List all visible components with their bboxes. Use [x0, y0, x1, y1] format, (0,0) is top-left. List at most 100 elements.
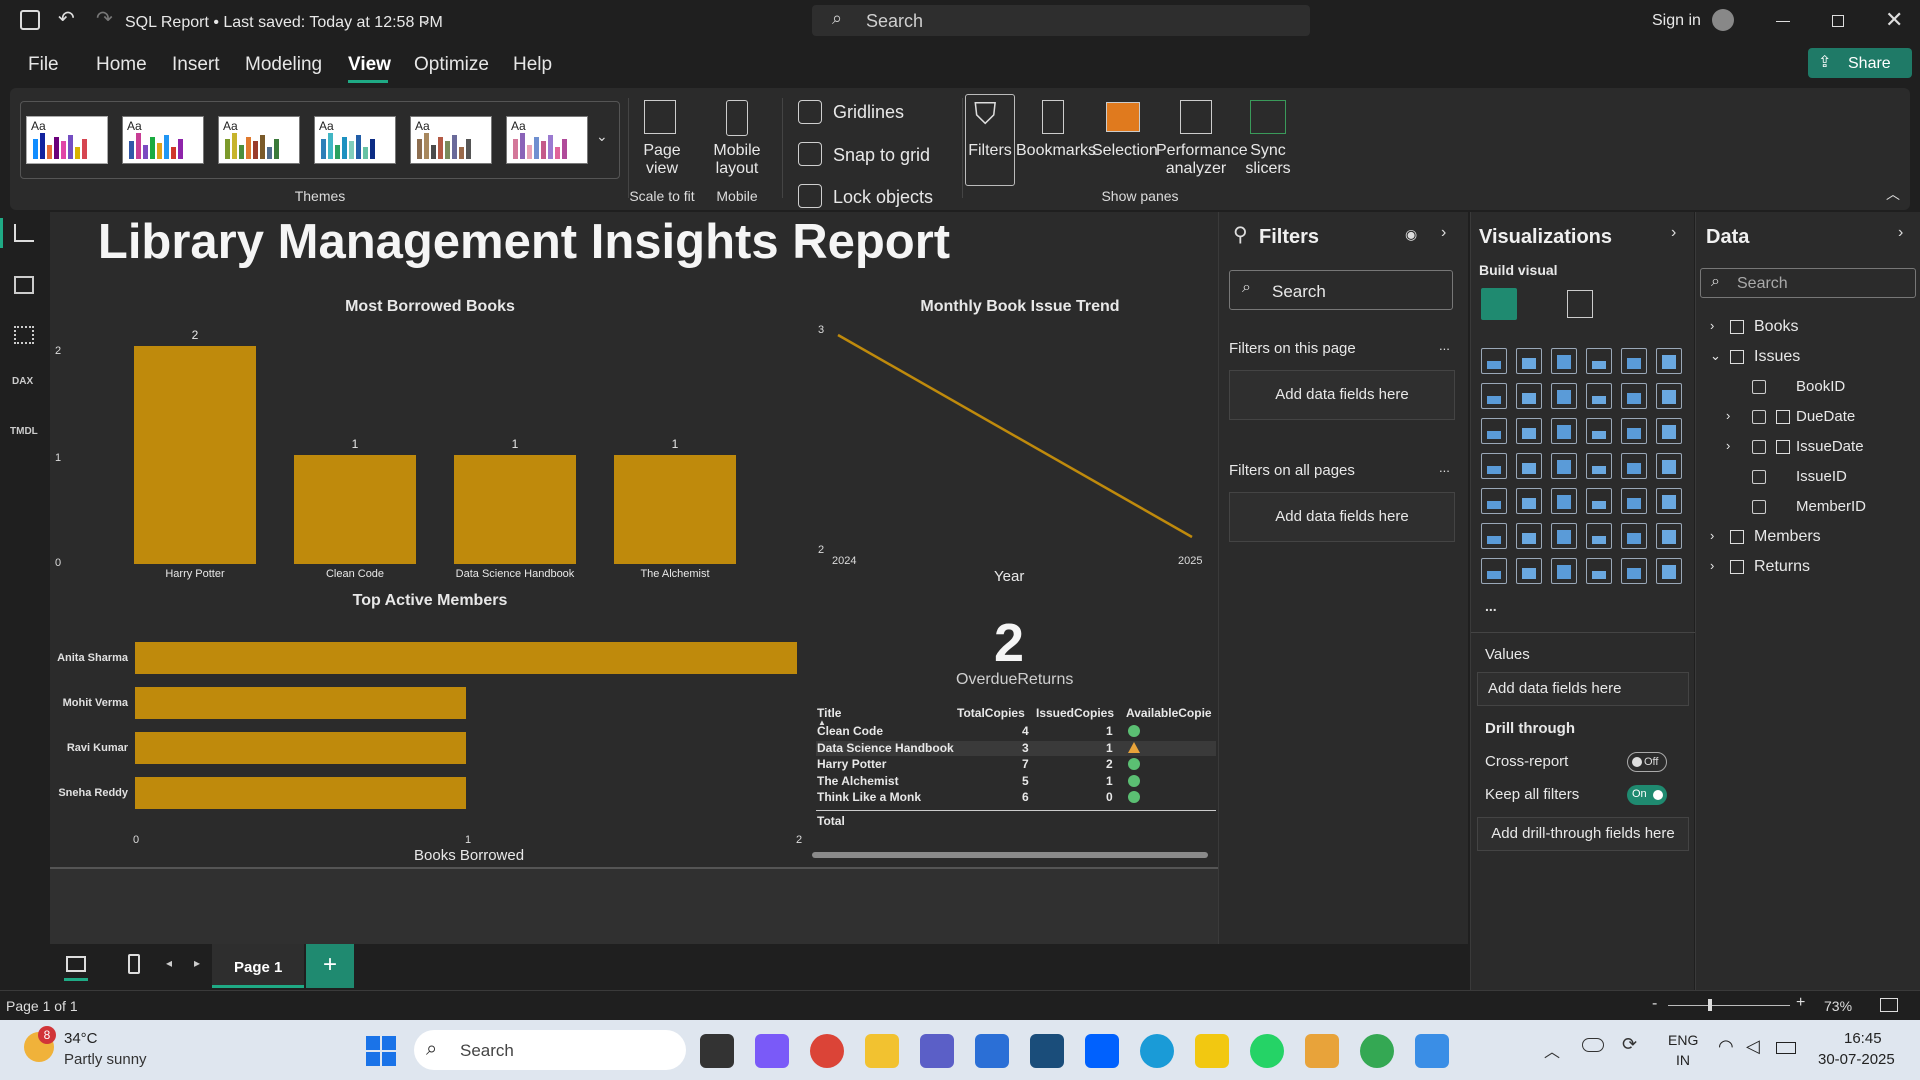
- window-title[interactable]: SQL Report • Last saved: Today at 12:58 …: [125, 14, 443, 31]
- whatsapp-icon[interactable]: [1250, 1034, 1284, 1068]
- cross-report-toggle[interactable]: Off: [1627, 752, 1667, 772]
- terminal-icon[interactable]: [1030, 1034, 1064, 1068]
- theme-1[interactable]: Aa: [26, 116, 108, 164]
- values-drop-zone[interactable]: Add data fields here: [1477, 672, 1689, 706]
- page-view-button[interactable]: Page view: [643, 142, 681, 177]
- minimize-icon[interactable]: [1776, 21, 1790, 22]
- theme-3[interactable]: Aa: [218, 116, 300, 164]
- collapse-data-icon[interactable]: ›: [1898, 224, 1904, 241]
- card-visual-icon[interactable]: [1656, 453, 1682, 479]
- chevron-right-icon[interactable]: ›: [1710, 528, 1715, 543]
- chevron-right-icon[interactable]: ›: [1710, 318, 1715, 333]
- multi-row-card-visual-icon[interactable]: [1481, 488, 1507, 514]
- volume-icon[interactable]: ◁: [1746, 1036, 1760, 1056]
- data-table-books[interactable]: Books: [1754, 318, 1799, 335]
- data-field-duedate[interactable]: DueDate: [1796, 408, 1856, 425]
- chevron-right-icon[interactable]: ›: [1726, 438, 1731, 453]
- stacked-bar-visual-icon[interactable]: [1481, 348, 1507, 374]
- battery-icon[interactable]: [1776, 1042, 1796, 1054]
- slicer-visual-icon[interactable]: [1551, 488, 1577, 514]
- save-icon[interactable]: [20, 10, 40, 30]
- model-view-icon[interactable]: [14, 326, 34, 344]
- photos-icon[interactable]: [1415, 1034, 1449, 1068]
- funnel-alt-visual-icon[interactable]: [1551, 418, 1577, 444]
- report-view-icon[interactable]: [14, 224, 34, 242]
- collapse-viz-icon[interactable]: ›: [1671, 224, 1677, 241]
- data-table-members[interactable]: Members: [1754, 528, 1821, 545]
- metrics-visual-icon[interactable]: [1516, 558, 1542, 584]
- power-automate-visual-icon[interactable]: [1586, 558, 1612, 584]
- member-bar[interactable]: [135, 687, 466, 719]
- table-header-title[interactable]: Title: [817, 706, 842, 720]
- book-bar[interactable]: [294, 455, 416, 564]
- filters-pane-button[interactable]: [965, 94, 1015, 186]
- snipping-tool-icon[interactable]: [1305, 1034, 1339, 1068]
- table-header-issuedcopies[interactable]: IssuedCopies: [1036, 706, 1115, 720]
- treemap-visual-icon[interactable]: [1481, 453, 1507, 479]
- clustered-column-visual-icon[interactable]: [1586, 348, 1612, 374]
- chrome-icon[interactable]: [810, 1034, 844, 1068]
- avatar-icon[interactable]: [1712, 9, 1734, 31]
- theme-5[interactable]: Aa: [410, 116, 492, 164]
- menu-help[interactable]: Help: [513, 54, 553, 75]
- field-checkbox[interactable]: [1752, 500, 1766, 514]
- more-options-icon[interactable]: ...: [1439, 338, 1450, 353]
- line-column-visual-icon[interactable]: [1621, 383, 1647, 409]
- matrix-visual-icon[interactable]: [1621, 488, 1647, 514]
- diamond-visual-icon[interactable]: [1621, 558, 1647, 584]
- field-checkbox[interactable]: [1752, 380, 1766, 394]
- task-view-icon[interactable]: [700, 1034, 734, 1068]
- member-bar[interactable]: [135, 777, 466, 809]
- language-code[interactable]: ENG: [1668, 1032, 1699, 1048]
- chevron-right-icon[interactable]: ›: [1710, 558, 1715, 573]
- menu-insert[interactable]: Insert: [172, 54, 220, 75]
- undo-icon[interactable]: ↶: [58, 8, 75, 30]
- clustered-bar-visual-icon[interactable]: [1551, 348, 1577, 374]
- stacked-area-visual-icon[interactable]: [1551, 383, 1577, 409]
- zoom-out-icon[interactable]: -: [1652, 995, 1658, 1012]
- redo-icon[interactable]: ↷: [96, 8, 113, 30]
- theme-6[interactable]: Aa: [506, 116, 588, 164]
- performance-analyzer-button[interactable]: Performance analyzer: [1156, 142, 1248, 177]
- data-table-returns[interactable]: Returns: [1754, 558, 1811, 575]
- data-table-issues[interactable]: Issues: [1754, 348, 1801, 365]
- overdue-card-value[interactable]: 2: [994, 613, 1025, 673]
- more-visuals-icon[interactable]: ...: [1485, 598, 1497, 614]
- member-bar[interactable]: [135, 642, 797, 674]
- dropbox-icon[interactable]: [1085, 1034, 1119, 1068]
- table-header-availablecopies[interactable]: AvailableCopie: [1126, 706, 1212, 720]
- desktop-layout-icon[interactable]: [66, 956, 86, 972]
- key-influencers-visual-icon[interactable]: [1516, 523, 1542, 549]
- table-header-totalcopies[interactable]: TotalCopies: [957, 706, 1025, 720]
- menu-file[interactable]: File: [28, 54, 59, 75]
- clock-date[interactable]: 30-07-2025: [1818, 1051, 1895, 1068]
- scatter-visual-icon[interactable]: [1586, 418, 1612, 444]
- chrome-profile-icon[interactable]: [1360, 1034, 1394, 1068]
- region-code[interactable]: IN: [1676, 1052, 1690, 1068]
- keep-filters-toggle[interactable]: On: [1627, 785, 1667, 805]
- line-visual-icon[interactable]: [1481, 383, 1507, 409]
- donut-visual-icon[interactable]: [1656, 418, 1682, 444]
- menu-optimize[interactable]: Optimize: [414, 54, 489, 75]
- fit-page-icon[interactable]: [1880, 998, 1898, 1012]
- book-bar[interactable]: [134, 346, 256, 564]
- mobile-layout-icon[interactable]: [128, 954, 140, 974]
- file-explorer-icon[interactable]: [865, 1034, 899, 1068]
- add-page-button[interactable]: +: [306, 944, 354, 988]
- zoom-in-icon[interactable]: +: [1796, 994, 1806, 1011]
- gauge-visual-icon[interactable]: [1621, 453, 1647, 479]
- menu-modeling[interactable]: Modeling: [245, 54, 323, 75]
- trend-series-line[interactable]: [837, 333, 1193, 539]
- data-field-issueid[interactable]: IssueID: [1796, 468, 1847, 485]
- table-horizontal-scrollbar[interactable]: [812, 852, 1208, 858]
- funnel-visual-icon[interactable]: [1516, 418, 1542, 444]
- arcgis-visual-icon[interactable]: [1656, 558, 1682, 584]
- data-field-issuedate[interactable]: IssueDate: [1796, 438, 1864, 455]
- menu-view[interactable]: View: [348, 54, 391, 75]
- page-tab-1[interactable]: Page 1: [212, 944, 304, 988]
- format-visual-tab-icon[interactable]: [1567, 290, 1593, 318]
- r-visual-visual-icon[interactable]: [1656, 488, 1682, 514]
- wifi-icon[interactable]: ◠: [1718, 1036, 1734, 1056]
- snap-to-grid-checkbox[interactable]: [798, 142, 822, 166]
- zoom-slider-thumb[interactable]: [1708, 999, 1712, 1011]
